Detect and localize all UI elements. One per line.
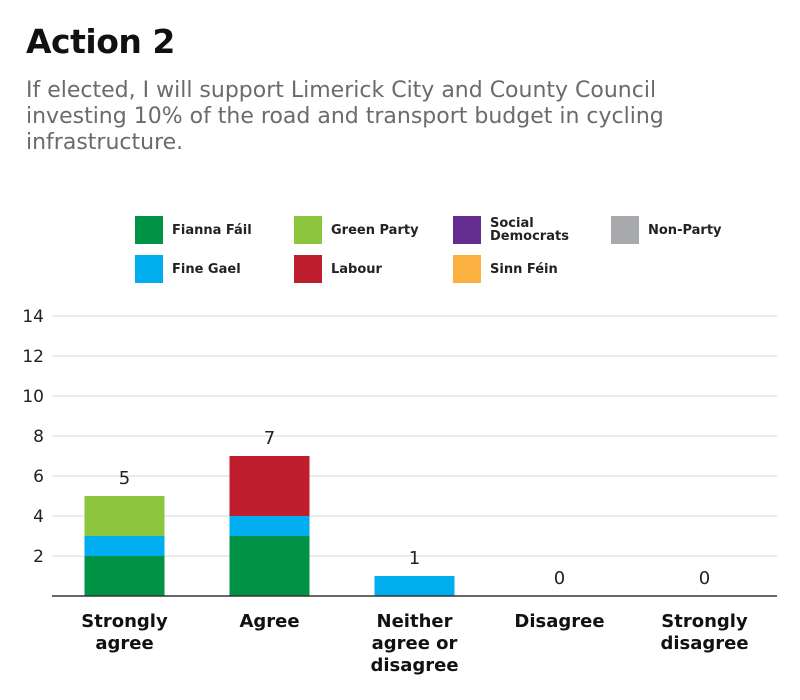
x-category-label-line: Agree <box>239 611 299 632</box>
y-tick-label: 14 <box>22 307 44 327</box>
x-category-label-line: disagree <box>370 655 458 676</box>
y-tick-label: 6 <box>33 467 44 487</box>
x-category-label-line: Strongly <box>661 611 748 632</box>
x-category-label-line: agree or <box>372 633 458 654</box>
x-category-label-line: Disagree <box>514 611 604 632</box>
bar-segment <box>84 536 165 556</box>
y-tick-label: 12 <box>22 347 44 367</box>
bar-total-label: 0 <box>699 568 710 589</box>
y-tick-label: 10 <box>22 387 44 407</box>
bar-total-label: 0 <box>554 568 565 589</box>
bar-segment <box>84 556 165 596</box>
bar-segment <box>84 496 165 536</box>
bar-total-label: 5 <box>119 468 130 489</box>
x-category-label-line: Strongly <box>81 611 168 632</box>
bar-segment <box>229 516 310 536</box>
x-category-label: Neither agree or disagree <box>370 611 458 676</box>
x-category-label: Strongly disagree <box>660 611 748 654</box>
bar-total-label: 7 <box>264 428 275 449</box>
x-category-label: Strongly agree <box>81 611 168 654</box>
bar-total-label: 1 <box>409 548 420 569</box>
bar-segment <box>374 576 455 596</box>
bar-segment <box>229 456 310 516</box>
x-category-label: Agree <box>239 611 299 632</box>
page-subtitle: If elected, I will support Limerick City… <box>26 78 664 155</box>
y-tick-label: 2 <box>33 547 44 567</box>
y-tick-label: 4 <box>33 507 44 527</box>
bar-segment <box>229 536 310 596</box>
x-category-label-line: disagree <box>660 633 748 654</box>
page-title: Action 2 <box>26 22 175 61</box>
x-category-label: Disagree <box>514 611 604 632</box>
x-category-label-line: agree <box>95 633 153 654</box>
x-category-label-line: Neither <box>377 611 453 632</box>
y-tick-label: 8 <box>33 427 44 447</box>
